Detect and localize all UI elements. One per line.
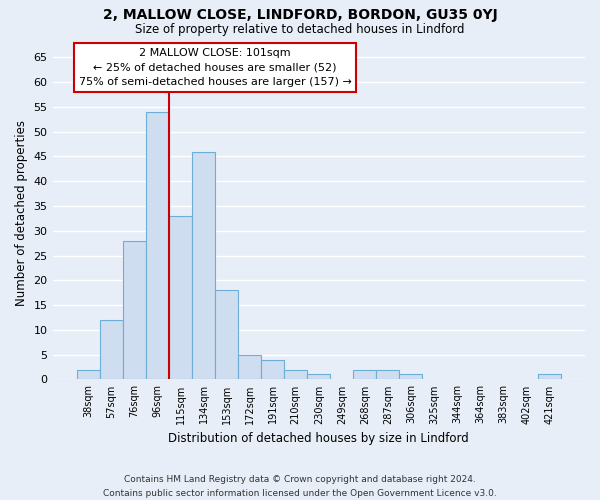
- Bar: [376, 370, 400, 380]
- Bar: [400, 374, 422, 380]
- Text: Size of property relative to detached houses in Lindford: Size of property relative to detached ho…: [135, 22, 465, 36]
- Text: 2 MALLOW CLOSE: 101sqm
← 25% of detached houses are smaller (52)
75% of semi-det: 2 MALLOW CLOSE: 101sqm ← 25% of detached…: [79, 48, 352, 87]
- Bar: [238, 354, 261, 380]
- Y-axis label: Number of detached properties: Number of detached properties: [15, 120, 28, 306]
- Bar: [123, 240, 146, 380]
- Bar: [77, 370, 100, 380]
- X-axis label: Distribution of detached houses by size in Lindford: Distribution of detached houses by size …: [169, 432, 469, 445]
- Text: Contains HM Land Registry data © Crown copyright and database right 2024.
Contai: Contains HM Land Registry data © Crown c…: [103, 476, 497, 498]
- Bar: [307, 374, 330, 380]
- Bar: [215, 290, 238, 380]
- Bar: [169, 216, 192, 380]
- Bar: [146, 112, 169, 380]
- Text: 2, MALLOW CLOSE, LINDFORD, BORDON, GU35 0YJ: 2, MALLOW CLOSE, LINDFORD, BORDON, GU35 …: [103, 8, 497, 22]
- Bar: [538, 374, 561, 380]
- Bar: [192, 152, 215, 380]
- Bar: [100, 320, 123, 380]
- Bar: [261, 360, 284, 380]
- Bar: [284, 370, 307, 380]
- Bar: [353, 370, 376, 380]
